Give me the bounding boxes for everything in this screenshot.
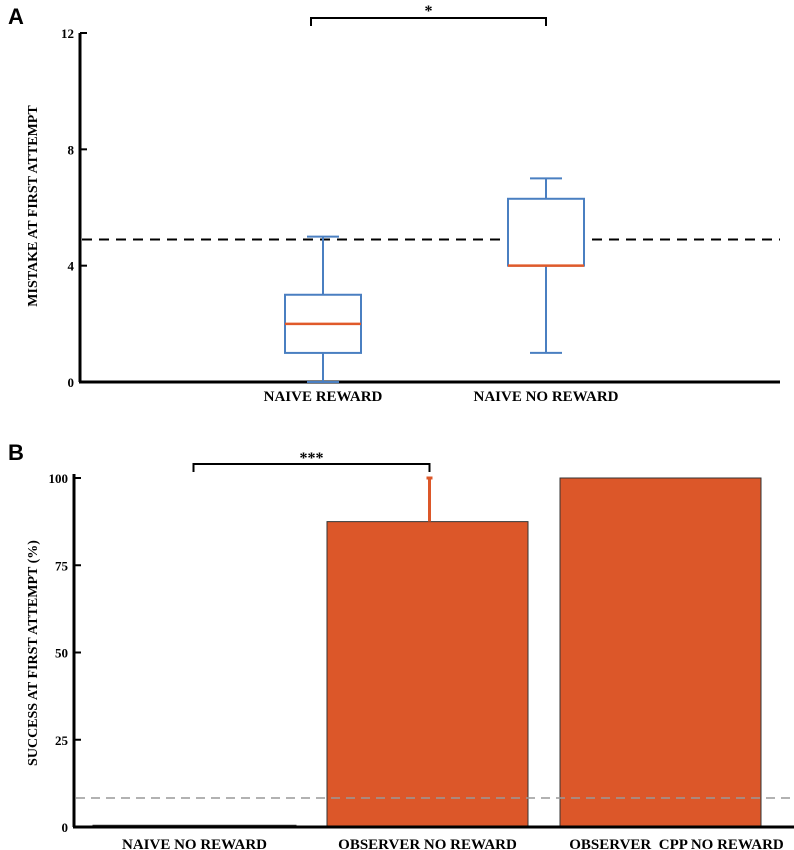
panel-a-category-label: NAIVE NO REWARD <box>473 389 618 405</box>
panel-a-y-tick-label: 4 <box>68 259 75 274</box>
panel-a: A MISTAKE AT FIRST ATTEMPT 0 4 8 12 NAIVE R… <box>8 3 780 405</box>
panel-a-y-tick-label: 0 <box>68 375 75 390</box>
box-iqr <box>507 197 585 267</box>
panel-a-box-2 <box>507 177 585 354</box>
panel-a-box-1 <box>284 235 362 383</box>
panel-b-y-tick-label: 100 <box>49 471 69 486</box>
panel-b-category-label: OBSERVER CPP NO REWARD <box>569 837 784 850</box>
panel-a-category-label: NAIVE REWARD <box>264 389 383 405</box>
panel-a-y-ticks: 0 4 8 12 <box>61 26 87 390</box>
panel-b-category-label: NAIVE NO REWARD <box>122 837 267 850</box>
panel-b-significance-label: *** <box>300 450 324 467</box>
panel-b-category-label: OBSERVER NO REWARD <box>338 837 517 850</box>
panel-a-y-tick-label: 12 <box>61 26 74 41</box>
panel-b-plot-area <box>72 463 794 829</box>
panel-b-significance-bracket <box>192 463 431 472</box>
panel-a-significance-label: * <box>425 3 433 20</box>
panel-b-bar-2 <box>326 521 529 828</box>
panel-a-y-tick-label: 8 <box>68 142 75 157</box>
panel-b-y-tick-label: 50 <box>55 646 68 661</box>
panel-b: B SUCCESS AT FIRST ATTEMPT (%) 0 25 50 75 10… <box>8 440 794 850</box>
panel-b-y-tick-label: 75 <box>55 558 69 573</box>
panel-a-significance-bracket <box>310 17 547 26</box>
panel-b-y-axis-title: SUCCESS AT FIRST ATTEMPT (%) <box>26 540 41 766</box>
panel-a-plot-area <box>78 17 780 384</box>
panel-b-x-labels: NAIVE NO REWARD OBSERVER NO REWARD OBSERVE… <box>122 837 784 850</box>
panel-b-y-tick-label: 25 <box>55 733 69 748</box>
panel-b-y-tick-label: 0 <box>62 820 69 835</box>
panel-b-y-ticks: 0 25 50 75 100 <box>49 471 81 835</box>
panel-b-letter: B <box>8 440 24 465</box>
panel-a-letter: A <box>8 4 24 29</box>
panel-a-x-labels: NAIVE REWARD NAIVE NO REWARD <box>264 389 619 405</box>
panel-a-y-axis-title: MISTAKE AT FIRST ATTEMPT <box>26 105 41 307</box>
panel-b-bar-3 <box>559 477 762 828</box>
